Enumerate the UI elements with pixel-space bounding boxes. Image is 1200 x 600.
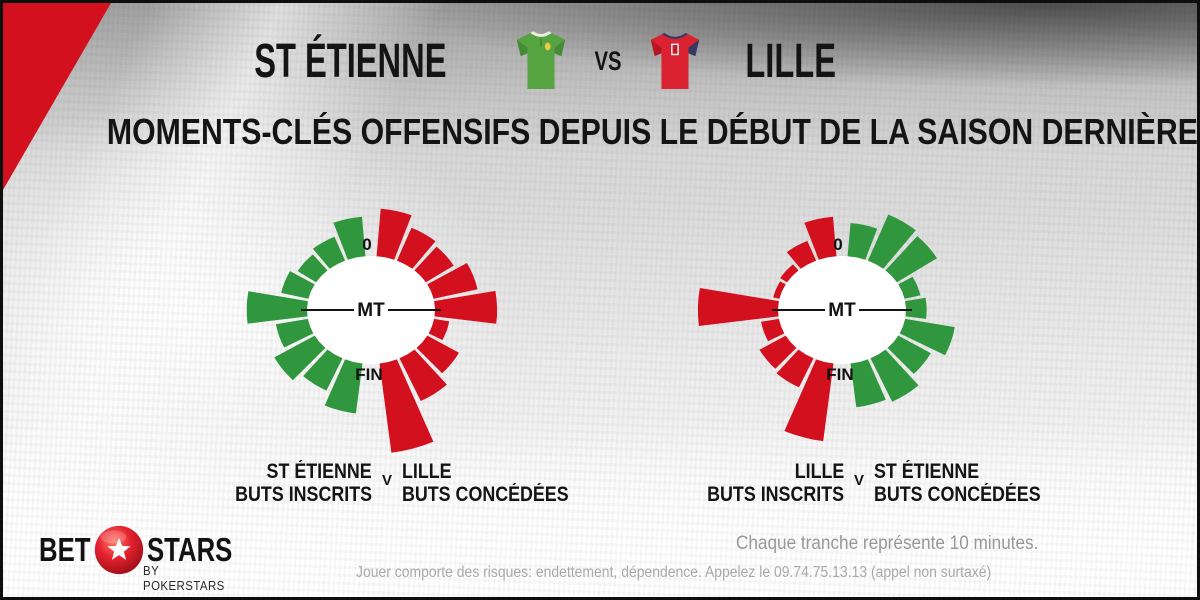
logo-stars-text: STARS	[147, 531, 233, 568]
footer-team-scored: ST ÉTIENNE BUTS INSCRITS	[172, 460, 372, 506]
betstars-logo: BET STARS BY POKERSTARS	[39, 519, 256, 593]
home-jersey-icon	[516, 31, 565, 90]
footer-versus-separator: V	[381, 472, 392, 489]
footer-label-line: BUTS CONCÉDÉES	[402, 483, 569, 506]
tranche-legend: Chaque tranche représente 10 minutes.	[736, 532, 1039, 554]
chart-wedge	[324, 359, 363, 414]
chart-wedge	[870, 349, 919, 402]
chart-wedge	[780, 264, 799, 283]
chart-wedge	[376, 208, 412, 260]
away-jersey-icon	[650, 32, 699, 90]
vs-label: VS	[594, 45, 622, 76]
label-kickoff: 0	[362, 235, 371, 254]
chart-wedge	[396, 227, 436, 269]
chart-inner-ellipse	[778, 256, 906, 364]
chart-wedge	[379, 359, 434, 453]
chart-wedge	[312, 236, 346, 269]
chart-wedge	[847, 223, 878, 260]
chart-wedge	[761, 318, 785, 342]
chart-wedge	[434, 290, 498, 324]
footer-label-line: ST ÉTIENNE	[266, 460, 372, 483]
footer-label-line: LILLE	[402, 460, 452, 483]
chart-wedge	[850, 359, 886, 408]
chart-wedge	[427, 263, 478, 299]
chart-wedge	[281, 271, 315, 299]
chart-wedge	[867, 214, 916, 269]
chart-wedge	[786, 240, 817, 269]
chart-wedge	[784, 359, 834, 442]
chart-wedge	[274, 335, 326, 381]
chart-wedge	[776, 349, 814, 388]
chart-wedge	[416, 335, 459, 374]
chart-inner-ellipse	[307, 256, 435, 364]
chart-wedge	[428, 318, 450, 341]
radial-chart-left: 0 MT FIN	[246, 208, 498, 453]
footer-label-line: BUTS CONCÉDÉES	[874, 483, 1041, 506]
chart-wedge	[759, 335, 797, 369]
footer-label-line: BUTS INSCRITS	[235, 483, 372, 506]
footer-team-scored: LILLE BUTS INSCRITS	[644, 460, 844, 506]
chart-wedge	[275, 318, 314, 348]
footer-label-line: BUTS INSCRITS	[707, 483, 844, 506]
home-team-name: ST ÉTIENNE	[254, 34, 447, 88]
chart-wedge	[399, 349, 447, 401]
footer-label-line: LILLE	[794, 460, 844, 483]
chart-wedge	[246, 291, 308, 324]
label-kickoff: 0	[833, 235, 842, 254]
footer-team-conceded: ST ÉTIENNE BUTS CONCÉDÉES	[874, 460, 1074, 506]
footer-versus-separator: V	[853, 472, 864, 489]
chart-wedge	[414, 246, 454, 283]
chart-wedge	[333, 216, 366, 260]
chart-wedge	[773, 281, 786, 299]
label-fulltime: FIN	[355, 365, 382, 384]
matchup-header: ST ÉTIENNE VS LILLE	[3, 23, 1063, 99]
footer-team-conceded: LILLE BUTS CONCÉDÉES	[402, 460, 602, 506]
chart-wedge	[885, 236, 937, 283]
label-halftime: MT	[357, 300, 385, 321]
chart-wedge	[303, 349, 343, 391]
chart-wedge	[804, 216, 837, 260]
away-team-name: LILLE	[745, 34, 836, 88]
chart-wedge	[899, 318, 955, 356]
chart-wedge	[887, 335, 931, 374]
stadium-background	[3, 3, 1197, 597]
chart-wedge	[905, 297, 927, 319]
logo-byline: BY POKERSTARS	[143, 563, 225, 593]
label-halftime: MT	[828, 300, 856, 321]
chart-wedge	[297, 254, 328, 283]
star-ball-icon	[94, 525, 144, 575]
radial-chart-right: 0 MT FIN	[697, 214, 955, 442]
chart-footer-left: ST ÉTIENNE BUTS INSCRITS V LILLE BUTS CONCÉD…	[172, 460, 602, 506]
infographic-title: MOMENTS-CLÉS OFFENSIFS DEPUIS LE DÉBUT D…	[106, 111, 1198, 152]
chart-footer-right: LILLE BUTS INSCRITS V ST ÉTIENNE BUTS CONCÉD…	[644, 460, 1074, 506]
chart-wedge	[898, 276, 921, 299]
chart-wedge	[697, 288, 779, 326]
subtitle-row: MOMENTS-CLÉS OFFENSIFS DEPUIS LE DÉBUT D…	[3, 111, 1197, 153]
label-fulltime: FIN	[826, 365, 853, 384]
footer-label-line: ST ÉTIENNE	[874, 460, 980, 483]
gambling-disclaimer: Jouer comporte des risques: endettement,…	[356, 564, 992, 581]
logo-bet-text: BET	[39, 531, 91, 568]
